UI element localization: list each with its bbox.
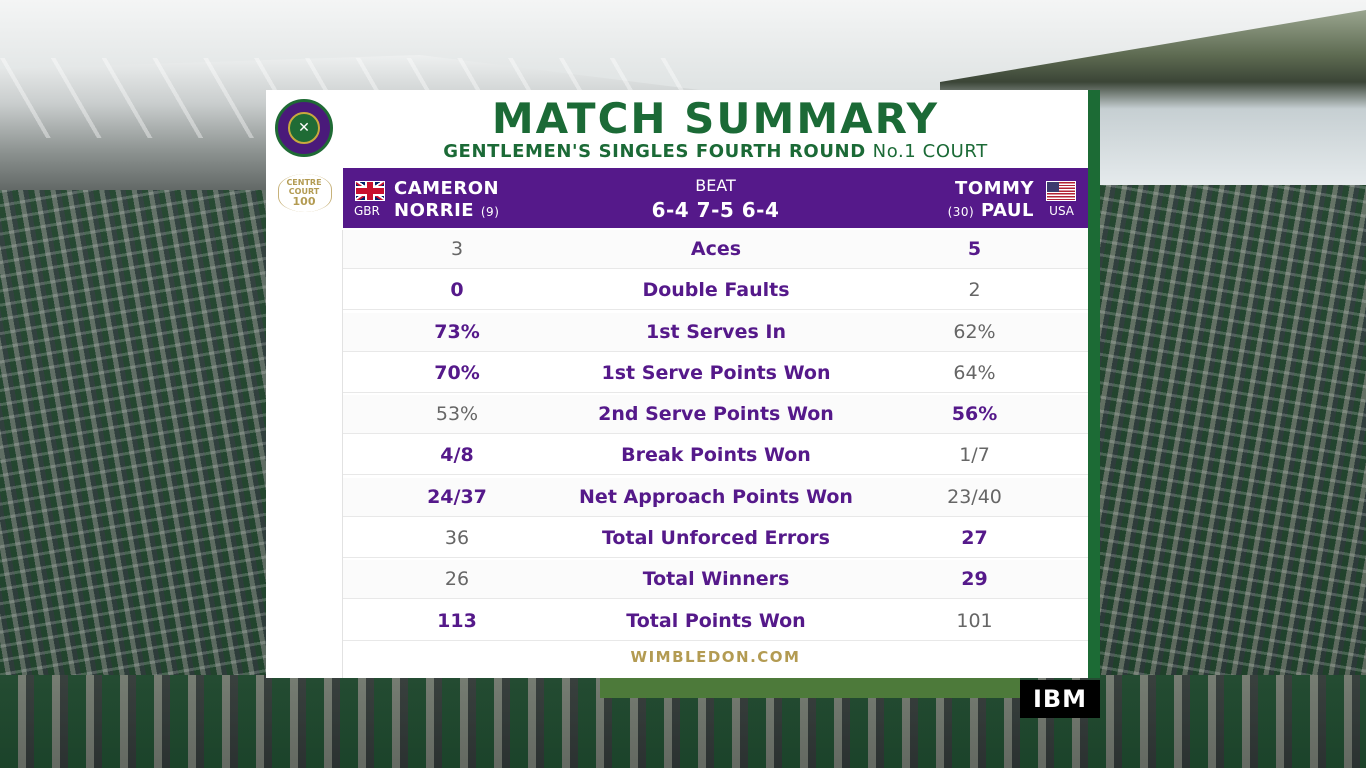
player2-stat-value: 64% xyxy=(953,361,996,384)
page-title: MATCH SUMMARY xyxy=(491,94,940,143)
stat-row: 0 Double Faults 2 xyxy=(343,271,1088,311)
crossed-rackets-icon: ✕ xyxy=(288,112,320,144)
player1-stat-value: 36 xyxy=(444,527,470,550)
result-word: BEAT xyxy=(695,176,736,195)
player2-stat-value: 101 xyxy=(956,609,993,632)
stat-label: Break Points Won xyxy=(621,444,811,467)
court-name: No.1 COURT xyxy=(872,141,988,162)
footer-website: WIMBLEDON.COM xyxy=(630,648,801,666)
players-header: GBR CAMERON NORRIE (9) BEAT 6-4 7-5 6-4 … xyxy=(343,168,1088,228)
player2-first-name: TOMMY xyxy=(955,178,1034,199)
swoosh-icon xyxy=(278,174,332,212)
stat-row: 36 Total Unforced Errors 27 xyxy=(343,519,1088,559)
player2-last-name: (30) PAUL xyxy=(948,200,1034,221)
stat-row: 24/37 Net Approach Points Won 23/40 xyxy=(343,477,1088,517)
player1-stat-value: 0 xyxy=(450,279,464,302)
player2-stat-value: 2 xyxy=(968,279,981,302)
player1-stat-value: 3 xyxy=(450,238,464,260)
stat-label: Double Faults xyxy=(642,279,790,302)
stat-row: 73% 1st Serves In 62% xyxy=(343,312,1088,352)
stat-row: 113 Total Points Won 101 xyxy=(343,601,1088,641)
player2-stat-value: 1/7 xyxy=(959,444,990,467)
player2-stat-value: 27 xyxy=(961,527,988,550)
player1-stat-value: 24/37 xyxy=(427,485,487,508)
stat-label: Total Winners xyxy=(642,568,790,591)
player1-country: GBR xyxy=(354,204,380,218)
stat-label: 1st Serve Points Won xyxy=(601,361,831,384)
player2-stat-value: 5 xyxy=(967,238,982,260)
stat-row: 53% 2nd Serve Points Won 56% xyxy=(343,395,1088,435)
gbr-flag-icon xyxy=(355,181,385,201)
usa-flag-icon xyxy=(1046,181,1076,201)
stat-label: Total Points Won xyxy=(626,609,806,632)
player2-stat-value: 29 xyxy=(961,568,988,591)
player1-stat-value: 26 xyxy=(444,568,470,591)
wimbledon-logo: ✕ xyxy=(275,99,333,157)
stat-label: Total Unforced Errors xyxy=(602,527,830,550)
player2-stat-value: 56% xyxy=(951,403,998,426)
player2-stat-value: 62% xyxy=(953,320,996,343)
stats-table: 3 Aces 5 0 Double Faults 2 73% 1st Serves In 62%… xyxy=(343,230,1088,643)
player1-seed: (9) xyxy=(480,205,500,219)
stat-label: Aces xyxy=(690,238,742,260)
sponsor-logo: IBM xyxy=(1020,680,1100,718)
player2-seed: (30) xyxy=(947,205,975,219)
stat-label: Net Approach Points Won xyxy=(579,485,853,508)
event-subtitle: GENTLEMEN'S SINGLES FOURTH ROUND No.1 CO… xyxy=(343,140,1088,164)
player1-stat-value: 70% xyxy=(434,361,480,384)
player1-stat-value: 73% xyxy=(434,320,480,343)
player1-stat-value: 4/8 xyxy=(440,444,474,467)
stat-row: 70% 1st Serve Points Won 64% xyxy=(343,353,1088,393)
centre-court-100-logo: CENTRE COURT 100 xyxy=(276,172,332,214)
event-round: GENTLEMEN'S SINGLES FOURTH ROUND xyxy=(443,141,866,162)
match-summary-board: ✕ CENTRE COURT 100 MATCH SUMMARY GENTLEM… xyxy=(266,90,1100,678)
player2-stat-value: 23/40 xyxy=(947,485,1002,508)
stat-row: 3 Aces 5 xyxy=(343,230,1088,269)
player1-stat-value: 53% xyxy=(435,403,479,426)
stat-label: 1st Serves In xyxy=(646,320,786,343)
crowd-stands-right xyxy=(1100,185,1366,768)
player1-first-name: CAMERON xyxy=(394,178,500,199)
logo-column: ✕ CENTRE COURT 100 xyxy=(266,90,343,678)
court-grass xyxy=(600,678,1020,698)
stat-row: 26 Total Winners 29 xyxy=(343,560,1088,600)
player1-surname: NORRIE xyxy=(394,200,475,221)
stat-row: 4/8 Break Points Won 1/7 xyxy=(343,436,1088,476)
player1-stat-value: 113 xyxy=(437,609,477,632)
stat-label: 2nd Serve Points Won xyxy=(598,403,834,426)
crowd-stands-left xyxy=(0,190,270,768)
match-score: 6-4 7-5 6-4 xyxy=(651,198,780,222)
player2-surname: PAUL xyxy=(980,200,1034,221)
player1-last-name: NORRIE (9) xyxy=(394,200,499,221)
player2-country: USA xyxy=(1049,204,1074,218)
